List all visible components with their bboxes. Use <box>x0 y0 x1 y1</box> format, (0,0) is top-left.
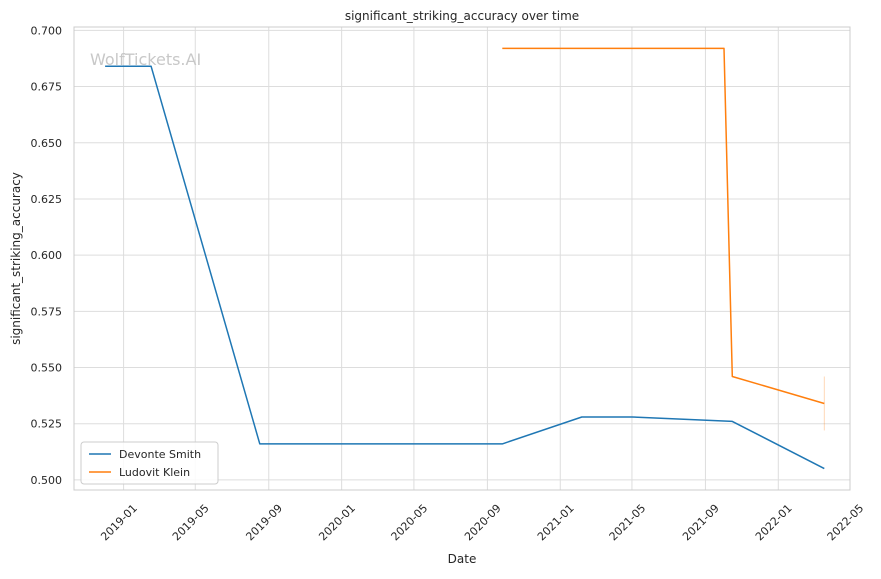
series-line-1 <box>502 47 825 405</box>
legend-entry: Ludovit Klein <box>119 466 190 479</box>
x-axis-label: Date <box>448 552 477 566</box>
series-layer <box>105 47 825 470</box>
y-axis-label: significant_striking_accuracy <box>9 172 23 345</box>
y-tick-label: 0.525 <box>31 418 63 431</box>
y-tick-label: 0.675 <box>31 81 63 94</box>
series-line-0 <box>105 65 825 470</box>
y-tick-label: 0.575 <box>31 305 63 318</box>
y-tick-label: 0.600 <box>31 249 63 262</box>
chart-title: significant_striking_accuracy over time <box>345 9 579 23</box>
plot-area-frame <box>73 26 851 491</box>
y-tick-label: 0.500 <box>31 474 63 487</box>
legend: Devonte Smith Ludovit Klein <box>80 441 219 485</box>
y-tick-label: 0.625 <box>31 193 63 206</box>
y-tick-label: 0.550 <box>31 362 63 375</box>
y-tick-label: 0.700 <box>31 24 63 37</box>
legend-entry: Devonte Smith <box>119 448 201 461</box>
watermark: WolfTickets.AI <box>90 50 201 69</box>
y-tick-label: 0.650 <box>31 137 63 150</box>
legend-box <box>80 441 219 485</box>
